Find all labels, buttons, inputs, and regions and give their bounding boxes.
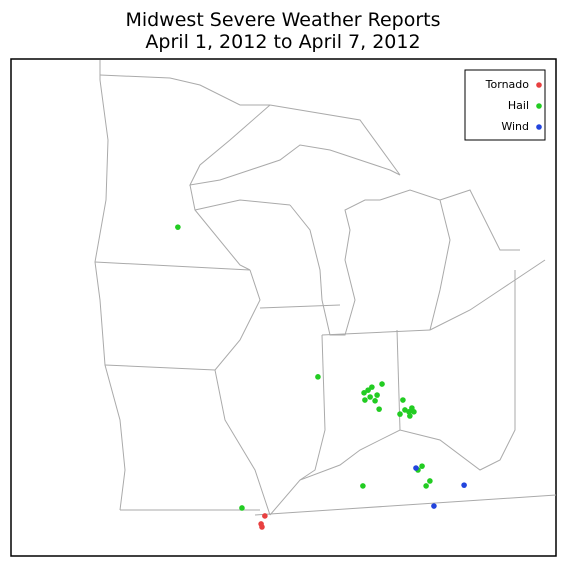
report-point — [379, 381, 385, 387]
report-point — [367, 394, 373, 400]
report-point — [315, 374, 321, 380]
legend-box — [464, 69, 546, 141]
report-point — [362, 397, 368, 403]
report-point — [431, 503, 437, 509]
report-point — [413, 465, 419, 471]
map-frame — [10, 58, 557, 557]
legend-label: Wind — [501, 120, 529, 133]
report-point — [262, 513, 268, 519]
legend-swatch — [536, 103, 542, 109]
boundaries — [94, 60, 557, 516]
legend-label: Hail — [508, 99, 529, 112]
report-point — [239, 505, 245, 511]
report-point — [175, 224, 181, 230]
legend-swatch — [536, 82, 542, 88]
report-point — [376, 406, 382, 412]
report-point — [259, 524, 265, 530]
report-point — [406, 409, 412, 415]
report-point — [360, 483, 366, 489]
report-point — [365, 387, 371, 393]
report-point — [400, 397, 406, 403]
report-point — [423, 483, 429, 489]
legend-label: Tornado — [485, 78, 530, 91]
report-point — [361, 390, 367, 396]
map-subtitle: April 1, 2012 to April 7, 2012 — [145, 31, 420, 53]
report-point — [372, 398, 378, 404]
map-title: Midwest Severe Weather Reports — [125, 9, 440, 31]
report-point — [411, 409, 417, 415]
report-point — [374, 392, 380, 398]
report-point — [419, 463, 425, 469]
report-point — [407, 413, 413, 419]
report-point — [461, 482, 467, 488]
report-point — [397, 411, 403, 417]
legend-swatch — [536, 124, 542, 130]
report-point — [427, 478, 433, 484]
report-point — [369, 384, 375, 390]
